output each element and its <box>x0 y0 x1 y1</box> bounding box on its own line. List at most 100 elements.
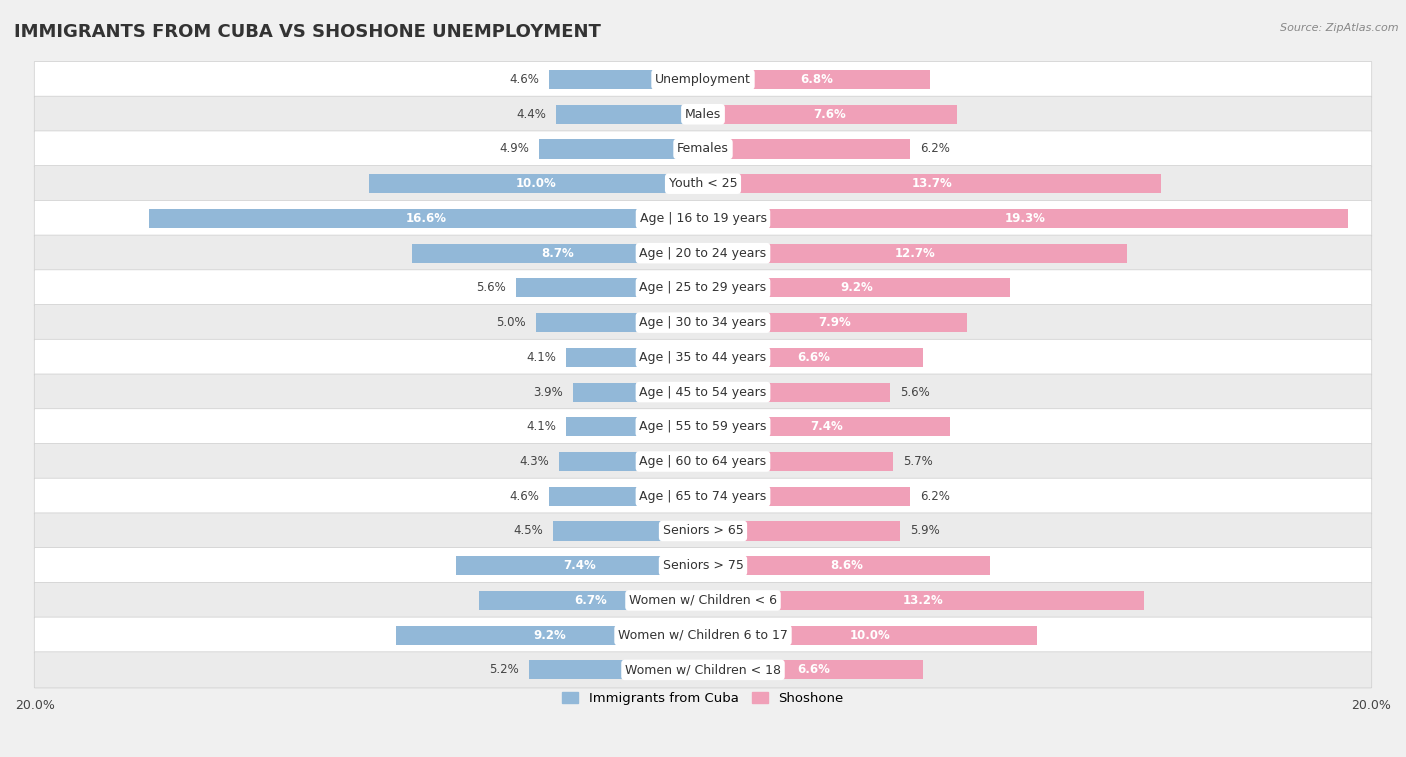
Text: 4.6%: 4.6% <box>509 73 540 86</box>
Bar <box>703 313 967 332</box>
Bar <box>703 625 1038 645</box>
Text: 13.2%: 13.2% <box>903 594 943 607</box>
Bar <box>567 417 703 436</box>
Text: Seniors > 65: Seniors > 65 <box>662 525 744 537</box>
Text: 7.9%: 7.9% <box>818 316 851 329</box>
Text: 5.0%: 5.0% <box>496 316 526 329</box>
Text: 4.5%: 4.5% <box>513 525 543 537</box>
Text: Youth < 25: Youth < 25 <box>669 177 737 190</box>
Bar <box>703 522 900 540</box>
Bar <box>703 382 890 402</box>
Text: 6.8%: 6.8% <box>800 73 832 86</box>
Text: Age | 25 to 29 years: Age | 25 to 29 years <box>640 282 766 294</box>
Bar <box>703 174 1160 193</box>
FancyBboxPatch shape <box>34 513 1372 549</box>
Text: Unemployment: Unemployment <box>655 73 751 86</box>
Text: Women w/ Children < 6: Women w/ Children < 6 <box>628 594 778 607</box>
Text: Age | 20 to 24 years: Age | 20 to 24 years <box>640 247 766 260</box>
Text: 7.4%: 7.4% <box>562 559 596 572</box>
Text: 10.0%: 10.0% <box>516 177 557 190</box>
Text: 6.2%: 6.2% <box>920 142 950 155</box>
Bar <box>516 279 703 298</box>
FancyBboxPatch shape <box>34 409 1372 445</box>
Legend: Immigrants from Cuba, Shoshone: Immigrants from Cuba, Shoshone <box>557 687 849 711</box>
Text: 4.6%: 4.6% <box>509 490 540 503</box>
Text: 4.1%: 4.1% <box>526 420 555 433</box>
Text: 12.7%: 12.7% <box>894 247 935 260</box>
Text: 8.6%: 8.6% <box>830 559 863 572</box>
Text: 8.7%: 8.7% <box>541 247 574 260</box>
Text: 13.7%: 13.7% <box>911 177 952 190</box>
Text: Age | 30 to 34 years: Age | 30 to 34 years <box>640 316 766 329</box>
FancyBboxPatch shape <box>34 582 1372 618</box>
Text: Females: Females <box>678 142 728 155</box>
Text: Age | 45 to 54 years: Age | 45 to 54 years <box>640 385 766 399</box>
Bar <box>703 279 1011 298</box>
Text: IMMIGRANTS FROM CUBA VS SHOSHONE UNEMPLOYMENT: IMMIGRANTS FROM CUBA VS SHOSHONE UNEMPLO… <box>14 23 600 41</box>
Bar <box>572 382 703 402</box>
Text: 6.6%: 6.6% <box>797 663 830 677</box>
Bar <box>703 660 924 680</box>
FancyBboxPatch shape <box>34 269 1372 306</box>
FancyBboxPatch shape <box>34 96 1372 132</box>
Bar <box>703 104 957 124</box>
Bar <box>553 522 703 540</box>
Text: Males: Males <box>685 107 721 121</box>
FancyBboxPatch shape <box>34 235 1372 271</box>
Bar <box>529 660 703 680</box>
Text: 6.6%: 6.6% <box>797 350 830 364</box>
Bar <box>703 452 893 471</box>
Text: 5.6%: 5.6% <box>477 282 506 294</box>
Text: 6.2%: 6.2% <box>920 490 950 503</box>
Text: Age | 60 to 64 years: Age | 60 to 64 years <box>640 455 766 468</box>
Text: 5.9%: 5.9% <box>910 525 939 537</box>
Text: 7.6%: 7.6% <box>814 107 846 121</box>
Bar <box>567 347 703 367</box>
FancyBboxPatch shape <box>34 478 1372 514</box>
FancyBboxPatch shape <box>34 131 1372 167</box>
Text: 19.3%: 19.3% <box>1005 212 1046 225</box>
Bar <box>703 244 1128 263</box>
Bar <box>555 104 703 124</box>
Text: 6.7%: 6.7% <box>575 594 607 607</box>
FancyBboxPatch shape <box>34 547 1372 584</box>
Bar <box>540 139 703 158</box>
Text: Age | 16 to 19 years: Age | 16 to 19 years <box>640 212 766 225</box>
Text: 10.0%: 10.0% <box>849 628 890 642</box>
Bar <box>550 487 703 506</box>
Bar <box>395 625 703 645</box>
Bar <box>456 556 703 575</box>
FancyBboxPatch shape <box>34 339 1372 375</box>
FancyBboxPatch shape <box>34 61 1372 98</box>
Text: 5.7%: 5.7% <box>904 455 934 468</box>
Bar <box>479 591 703 610</box>
Bar <box>550 70 703 89</box>
FancyBboxPatch shape <box>34 374 1372 410</box>
Bar <box>703 139 910 158</box>
Text: 5.2%: 5.2% <box>489 663 519 677</box>
FancyBboxPatch shape <box>34 652 1372 688</box>
FancyBboxPatch shape <box>34 304 1372 341</box>
Bar <box>703 487 910 506</box>
Text: 16.6%: 16.6% <box>405 212 446 225</box>
Text: 9.2%: 9.2% <box>841 282 873 294</box>
Text: Seniors > 75: Seniors > 75 <box>662 559 744 572</box>
FancyBboxPatch shape <box>34 201 1372 236</box>
Text: Women w/ Children 6 to 17: Women w/ Children 6 to 17 <box>619 628 787 642</box>
FancyBboxPatch shape <box>34 166 1372 202</box>
Text: 4.3%: 4.3% <box>520 455 550 468</box>
Text: 4.1%: 4.1% <box>526 350 555 364</box>
Text: 4.9%: 4.9% <box>499 142 529 155</box>
FancyBboxPatch shape <box>34 444 1372 480</box>
Bar <box>703 417 950 436</box>
FancyBboxPatch shape <box>34 617 1372 653</box>
Text: Age | 65 to 74 years: Age | 65 to 74 years <box>640 490 766 503</box>
Bar <box>703 209 1348 228</box>
Bar <box>368 174 703 193</box>
Bar <box>536 313 703 332</box>
Text: Age | 55 to 59 years: Age | 55 to 59 years <box>640 420 766 433</box>
Bar <box>703 70 931 89</box>
Bar <box>412 244 703 263</box>
Text: 3.9%: 3.9% <box>533 385 562 399</box>
Text: 4.4%: 4.4% <box>516 107 546 121</box>
